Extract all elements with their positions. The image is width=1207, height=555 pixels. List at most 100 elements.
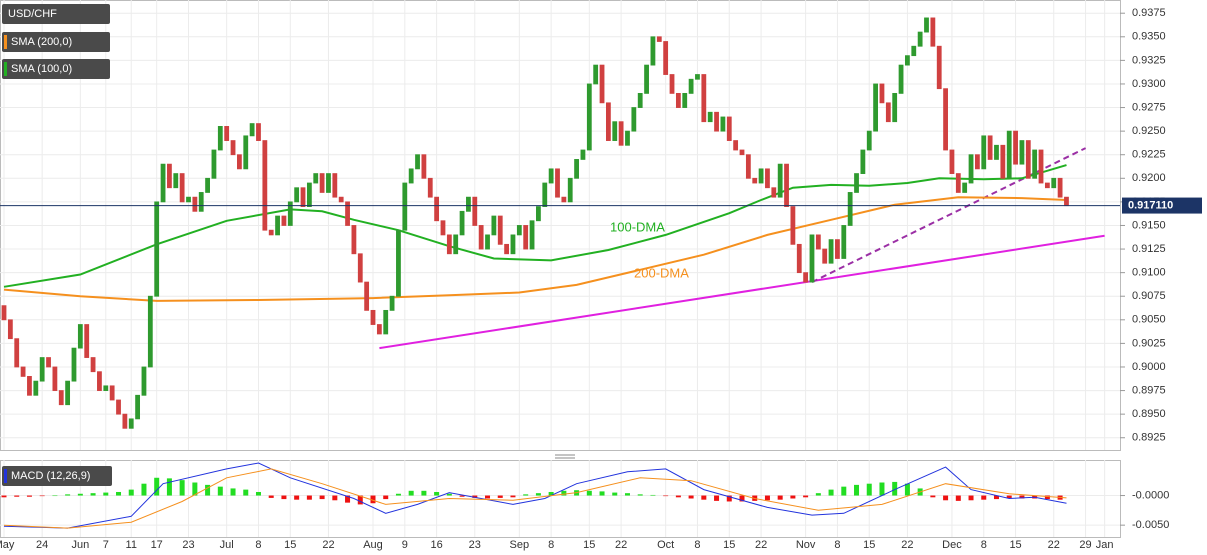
candle: [663, 41, 669, 75]
x-tick-label: Jul: [220, 539, 234, 551]
candle: [326, 173, 331, 193]
histogram-bar: [268, 495, 274, 498]
y-tick-label: 0.9025: [1132, 337, 1166, 349]
candle: [141, 366, 147, 396]
x-tick-label: 15: [284, 539, 296, 551]
histogram-bar: [77, 493, 83, 496]
histogram-bar: [459, 495, 465, 497]
histogram-bar: [955, 495, 961, 501]
candle: [167, 163, 172, 189]
x-tick-label: Jan: [1096, 539, 1114, 551]
histogram-bar: [535, 493, 541, 496]
candle: [173, 173, 179, 189]
x-tick-label: 16: [430, 539, 442, 551]
candle: [625, 130, 630, 146]
legend-box: [2, 59, 110, 79]
histogram-bar: [624, 493, 630, 496]
candle: [974, 154, 980, 170]
x-tick-label: 7: [103, 539, 109, 551]
y-tick-label: 0.9325: [1132, 54, 1166, 66]
candle: [446, 234, 452, 255]
histogram-bar: [370, 495, 376, 504]
x-tick-label: 15: [863, 539, 875, 551]
candle: [478, 225, 484, 250]
candle: [898, 64, 904, 94]
candle: [637, 92, 643, 108]
histogram-bar: [675, 495, 681, 498]
y-tick-label: 0.9100: [1132, 267, 1166, 279]
candle: [294, 187, 300, 203]
candle: [306, 182, 312, 208]
candle: [924, 17, 929, 33]
x-tick-label: May: [0, 539, 15, 551]
histogram-bar: [294, 495, 300, 500]
x-tick-label: 9: [402, 539, 408, 551]
histogram-bar: [421, 490, 427, 496]
candle: [765, 168, 770, 189]
candle: [529, 220, 535, 250]
x-tick-label: 8: [548, 539, 554, 551]
candle: [287, 201, 293, 226]
y-tick-label: 0.9150: [1132, 219, 1166, 231]
x-tick-label: 22: [755, 539, 767, 551]
y-tick-label: 0.9350: [1132, 31, 1166, 43]
candle: [726, 116, 732, 141]
candle: [27, 376, 32, 396]
histogram-bar: [879, 482, 885, 496]
histogram-bar: [612, 492, 618, 496]
x-tick-label: 22: [901, 539, 913, 551]
candle: [20, 366, 26, 377]
candle: [1064, 196, 1069, 207]
legend-entry: MACD (12,26,9): [11, 470, 90, 482]
histogram-bar: [217, 486, 223, 496]
x-tick-label: 15: [583, 539, 595, 551]
candle: [211, 149, 217, 179]
candle: [879, 83, 885, 104]
candle: [1025, 140, 1031, 179]
candle: [593, 64, 599, 85]
candle: [656, 36, 662, 42]
candle: [631, 107, 637, 132]
histogram-bar: [510, 495, 516, 498]
candle: [835, 239, 840, 259]
candle: [14, 338, 20, 368]
candle: [828, 239, 834, 264]
histogram-bar: [281, 495, 287, 500]
candle: [981, 135, 987, 170]
candle: [1000, 144, 1006, 179]
candle: [701, 74, 707, 123]
candle: [103, 385, 109, 391]
candle: [1006, 130, 1012, 179]
x-tick-label: 8: [981, 539, 987, 551]
candle: [771, 187, 777, 198]
histogram-bar: [345, 495, 351, 503]
candle: [574, 159, 579, 179]
candle: [230, 140, 236, 156]
x-tick-label: 11: [126, 539, 137, 551]
candle: [434, 196, 440, 222]
candle: [33, 380, 39, 396]
legend-swatch: [4, 62, 7, 76]
x-tick-label: Jun: [71, 539, 89, 551]
histogram-bar: [523, 494, 529, 496]
candle: [440, 220, 446, 236]
histogram-bar: [497, 495, 503, 498]
line: [379, 234, 1105, 350]
candle: [930, 17, 936, 47]
candle: [905, 55, 910, 66]
histogram-bar: [688, 495, 694, 499]
x-tick-label: 15: [723, 539, 735, 551]
candle: [357, 253, 363, 283]
histogram-bar: [803, 495, 809, 498]
candle: [376, 324, 382, 335]
histogram-bar: [1044, 495, 1050, 500]
candle: [415, 154, 420, 170]
x-tick-label: 22: [322, 539, 334, 551]
candle: [198, 192, 204, 212]
histogram-bar: [1006, 495, 1012, 499]
candle: [1013, 130, 1018, 165]
candle: [987, 135, 993, 160]
histogram-bar: [1, 495, 7, 498]
candle: [135, 394, 141, 420]
candle: [402, 182, 408, 231]
